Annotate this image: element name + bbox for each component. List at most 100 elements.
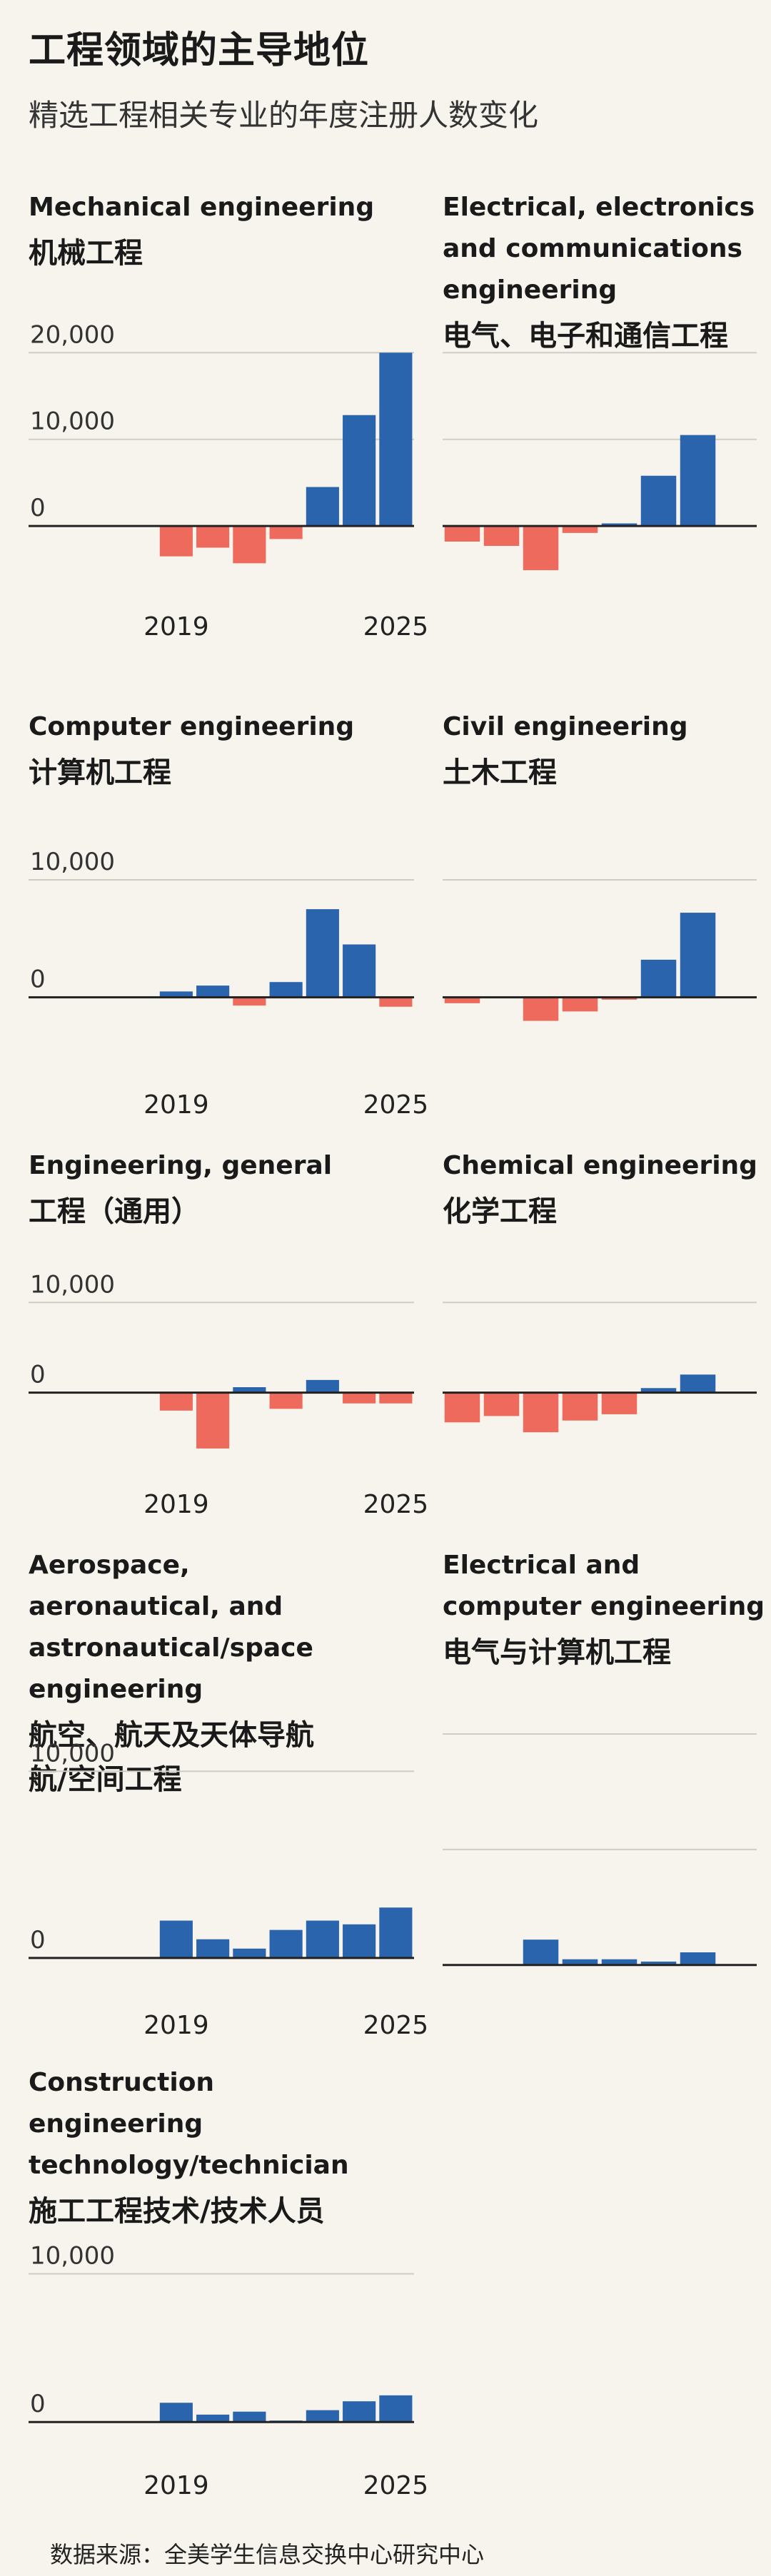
chart-title-en: Computer engineering	[29, 712, 355, 741]
bar-2021	[562, 526, 598, 533]
x-tick-label: 2025	[363, 1090, 429, 1120]
x-tick-label: 2025	[363, 2471, 429, 2500]
chart-title-zh: 化学工程	[443, 1195, 557, 1228]
chart-title-en: Engineering, general	[29, 1151, 333, 1180]
y-tick-label: 0	[30, 965, 46, 994]
bar-chart	[443, 1302, 757, 1433]
bar-chart	[443, 878, 757, 1021]
y-tick-label: 0	[30, 1361, 46, 1389]
bar-2021	[233, 2411, 266, 2423]
bar-2018	[444, 1392, 480, 1423]
bar-2019	[483, 1392, 520, 1416]
chart-title-zh: 土木工程	[443, 756, 557, 789]
chart-title-en: Electrical, electronics and communicatio…	[443, 193, 755, 305]
bar-2025	[379, 997, 413, 1007]
y-tick-label: 20,000	[30, 320, 115, 349]
bar-2025	[379, 353, 413, 527]
bar-2023	[640, 1961, 677, 1965]
bar-2020	[196, 985, 230, 998]
chart-panel-title: Construction engineering technology/tech…	[29, 2062, 386, 2233]
bar-2024	[680, 913, 716, 998]
bar-chart: 0 10,000 20,000 2019 2025	[29, 320, 428, 642]
bar-2022	[601, 1392, 638, 1414]
bar-2022	[269, 982, 303, 998]
chart-title-en: Mechanical engineering	[29, 193, 375, 222]
bar-2022	[269, 1930, 303, 1958]
bar-2024	[680, 1952, 716, 1965]
chart-title-en: Construction engineering technology/tech…	[29, 2068, 349, 2180]
bar-2022	[601, 1959, 638, 1965]
bar-chart: 0 10,000 2019 2025	[29, 848, 428, 1120]
chart-panel-title: Civil engineering 土木工程	[443, 706, 771, 795]
bar-2022	[269, 1392, 303, 1409]
bar-2025	[379, 1907, 413, 1958]
bar-2020	[196, 1939, 230, 1958]
bar-2024	[680, 435, 716, 527]
chart-title-zh: 电气与计算机工程	[443, 1636, 671, 1669]
bar-2023	[306, 487, 339, 527]
bar-2023	[640, 959, 677, 998]
bar-2021	[233, 1948, 266, 1958]
bar-2023	[306, 2410, 339, 2423]
y-tick-label: 10,000	[30, 2242, 115, 2271]
chart-title-zh: 施工工程技术/技术人员	[29, 2195, 325, 2228]
bar-2020	[196, 2414, 230, 2423]
chart-panel-title: Aerospace, aeronautical, and astronautic…	[29, 1545, 386, 1802]
bar-2025	[379, 1392, 413, 1404]
bar-2020	[523, 1392, 559, 1433]
y-tick-label: 10,000	[30, 1270, 115, 1299]
bar-2021	[233, 1387, 266, 1393]
chart-title-zh: 工程（通用）	[29, 1195, 200, 1228]
y-tick-label: 10,000	[30, 1739, 115, 1768]
bar-2021	[562, 1392, 598, 1421]
bar-2025	[379, 2395, 413, 2423]
bar-2022	[269, 526, 303, 539]
bar-chart: 0 10,000 2019 2025	[29, 2242, 428, 2500]
bar-2020	[523, 997, 559, 1021]
chart-title-en: Chemical engineering	[443, 1151, 757, 1180]
bar-chart	[443, 1733, 757, 1967]
bar-2019	[159, 1920, 193, 1958]
y-tick-label: 10,000	[30, 407, 115, 436]
bar-2021	[562, 997, 598, 1012]
bar-2019	[159, 526, 193, 557]
bar-2023	[640, 1388, 677, 1393]
page-subtitle: 精选工程相关专业的年度注册人数变化	[29, 98, 539, 133]
bar-2024	[680, 1374, 716, 1393]
bar-2019	[159, 1392, 193, 1411]
page-title: 工程领域的主导地位	[29, 29, 370, 72]
bar-2024	[343, 415, 376, 527]
source-note: 数据来源：全美学生信息交换中心研究中心	[50, 2541, 485, 2568]
x-tick-label: 2019	[143, 1090, 209, 1120]
x-tick-label: 2019	[143, 1490, 209, 1519]
bar-chart: 0 10,000 2019 2025	[29, 1270, 428, 1519]
bar-2019	[483, 526, 520, 547]
bar-2024	[343, 944, 376, 998]
chart-title-zh: 计算机工程	[29, 756, 171, 789]
bar-2023	[306, 1379, 339, 1393]
chart-panel-title: Mechanical engineering 机械工程	[29, 187, 386, 275]
bar-2020	[196, 526, 230, 548]
bar-2019	[159, 991, 193, 998]
bar-2022	[601, 523, 638, 527]
x-tick-label: 2025	[363, 2011, 429, 2040]
bar-2021	[233, 526, 266, 564]
x-tick-label: 2025	[363, 612, 429, 642]
chart-panel-title: Computer engineering 计算机工程	[29, 706, 386, 795]
y-tick-label: 10,000	[30, 848, 115, 876]
y-tick-label: 0	[30, 2390, 46, 2418]
chart-title-en: Civil engineering	[443, 712, 688, 741]
bar-2020	[523, 1939, 559, 1965]
bar-chart: 0 10,000 2019 2025	[29, 1739, 428, 2040]
y-tick-label: 0	[30, 1926, 46, 1954]
bar-2018	[444, 997, 480, 1003]
bar-2024	[343, 1392, 376, 1404]
x-tick-label: 2025	[363, 1490, 429, 1519]
bar-chart	[443, 352, 757, 571]
chart-title-zh: 电气、电子和通信工程	[443, 320, 728, 353]
chart-panel-title: Electrical, electronics and communicatio…	[443, 187, 771, 358]
bar-2020	[196, 1392, 230, 1449]
x-tick-label: 2019	[143, 2471, 209, 2500]
x-tick-label: 2019	[143, 612, 209, 642]
chart-title-zh: 机械工程	[29, 237, 143, 270]
